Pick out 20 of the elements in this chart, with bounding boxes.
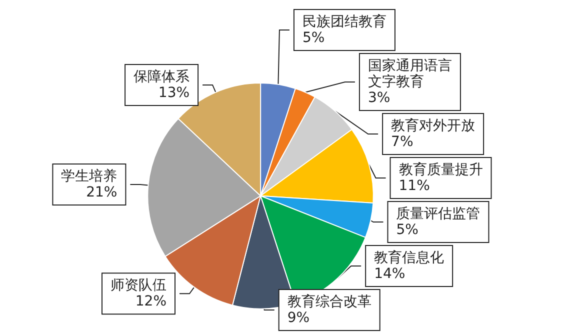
data-label: 14% xyxy=(374,266,406,282)
data-label: 13% xyxy=(158,84,190,101)
slice-label: 民族团结教育 xyxy=(302,13,386,30)
slice-label: 教育综合改革 xyxy=(287,293,372,310)
data-label: 12% xyxy=(135,294,166,310)
data-label: 11% xyxy=(398,178,430,194)
slice-label: 教育对外开放 xyxy=(391,117,476,134)
data-label: 21% xyxy=(86,184,118,201)
data-label: 5% xyxy=(302,30,325,46)
data-label: 5% xyxy=(396,222,418,238)
slice-label: 质量评估监管 xyxy=(396,206,480,222)
data-label: 3% xyxy=(368,90,390,106)
slice-label: 国家通用语言文字教育 xyxy=(368,58,452,90)
data-label: 7% xyxy=(391,134,414,150)
slice-label: 学生培养 xyxy=(61,168,118,185)
slice-label: 保障体系 xyxy=(134,68,190,85)
slice-label: 师资队伍 xyxy=(110,278,166,294)
slice-label: 教育信息化 xyxy=(374,249,444,266)
data-label: 9% xyxy=(287,310,310,326)
slice-label: 教育质量提升 xyxy=(398,161,483,178)
